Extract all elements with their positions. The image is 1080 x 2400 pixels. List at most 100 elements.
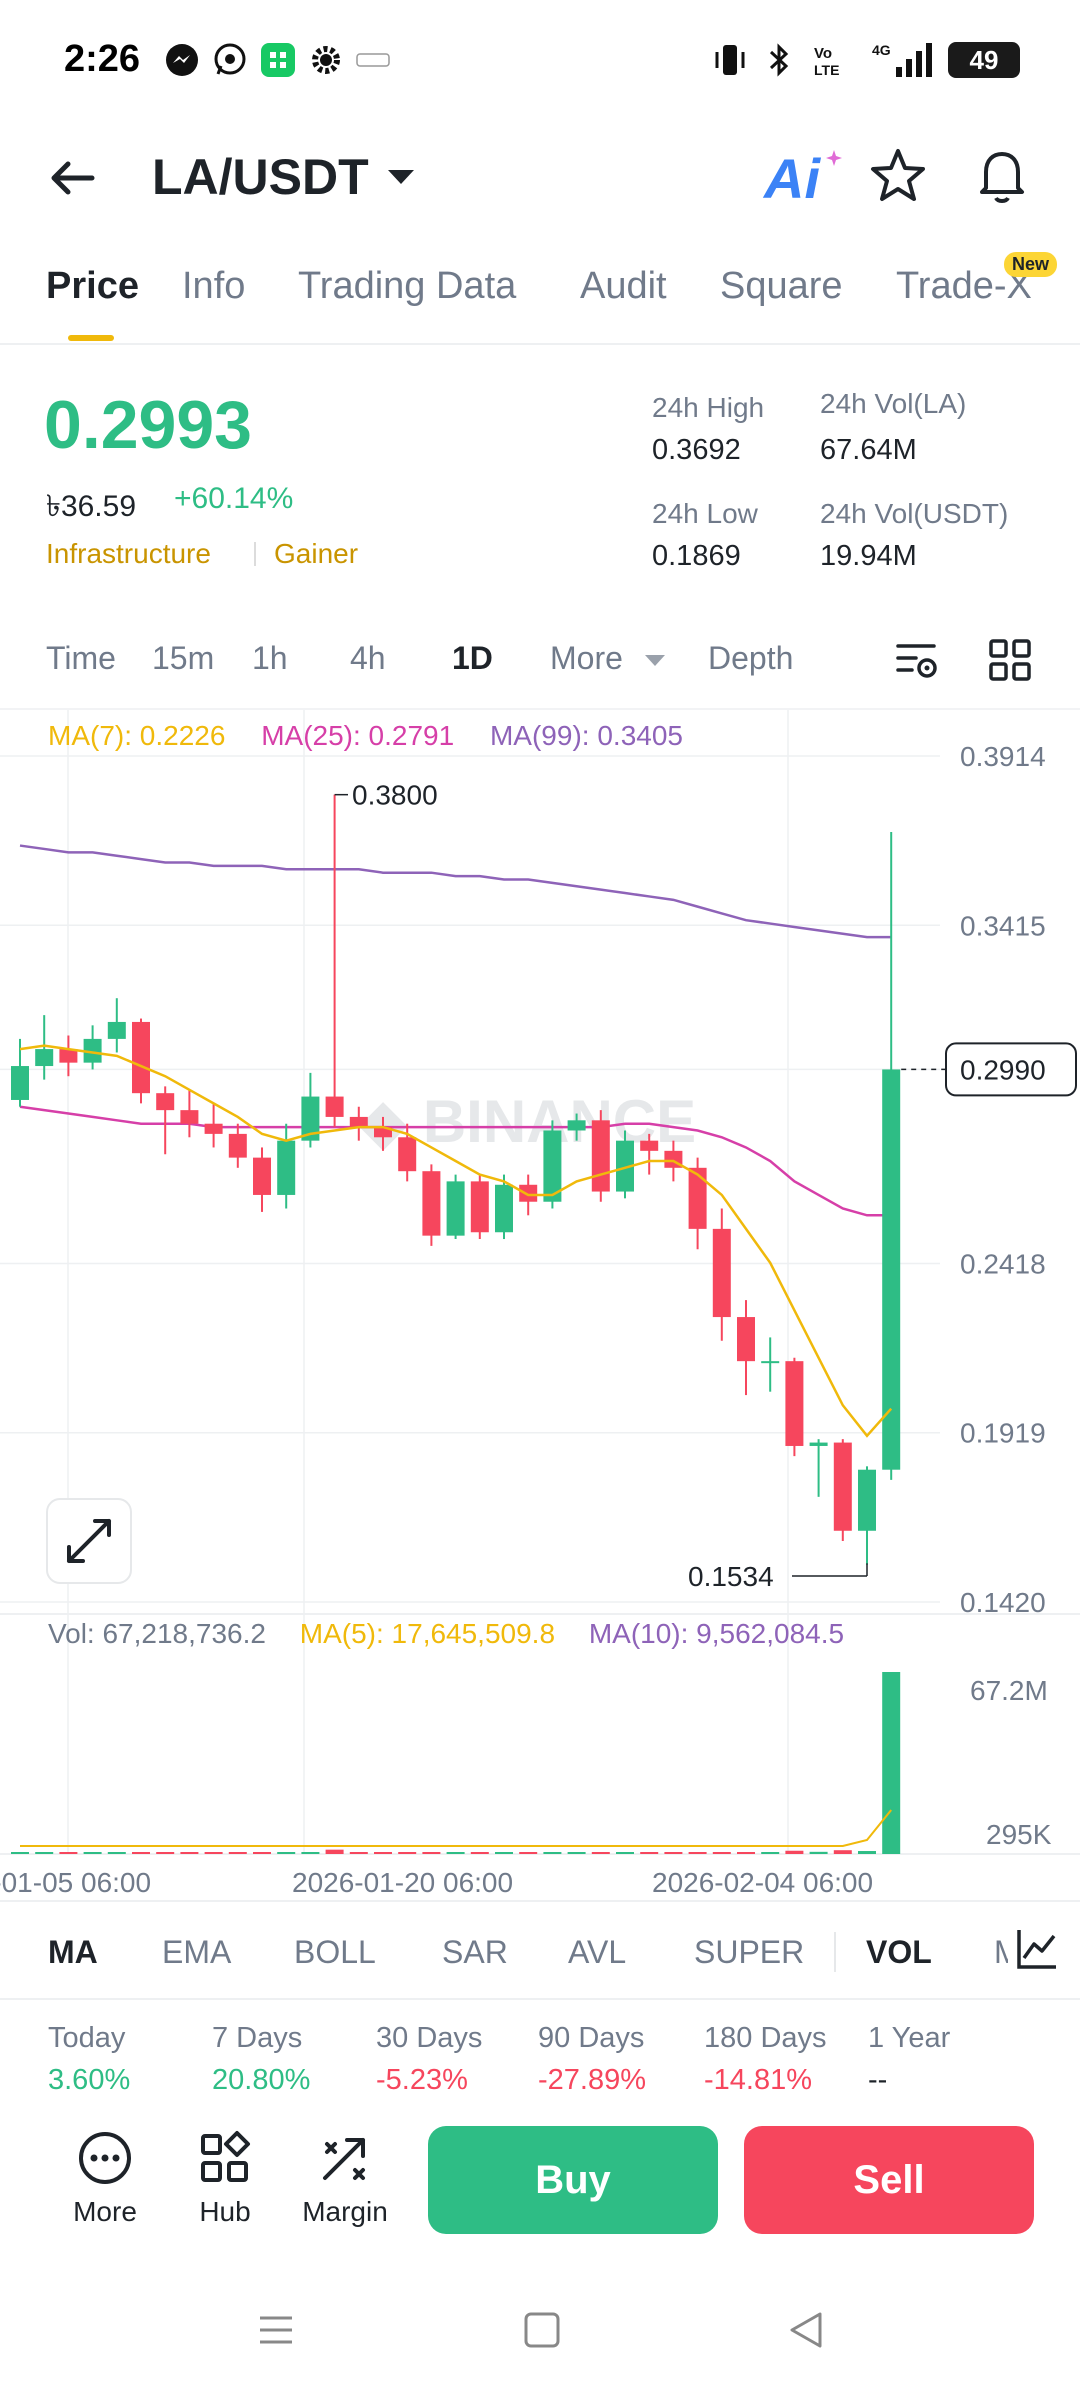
bell-icon[interactable] xyxy=(972,144,1032,213)
svg-text:LTE: LTE xyxy=(814,62,839,78)
recents-menu-icon[interactable] xyxy=(256,2310,296,2355)
chart-area[interactable]: ◆ BINANCE 0.3800 0.1534 0.2990 0.3914 0.3415 0… xyxy=(0,708,1080,1900)
volume-bar xyxy=(640,1852,659,1854)
candle-body xyxy=(107,1021,126,1039)
more-action-label[interactable]: More xyxy=(73,2196,137,2227)
interval-15m[interactable]: 15m xyxy=(152,640,215,676)
volume-bar xyxy=(132,1852,150,1854)
hub-action-label[interactable]: Hub xyxy=(199,2196,251,2227)
more-dropdown-icon xyxy=(644,654,666,673)
messenger-icon xyxy=(164,42,200,78)
expand-chart-button[interactable] xyxy=(46,1498,132,1584)
indicator-super[interactable]: SUPER xyxy=(694,1934,805,1970)
ma7-line xyxy=(19,1044,893,1438)
hub-action[interactable] xyxy=(170,2130,280,2191)
candle-body xyxy=(59,1049,78,1063)
last-price: 0.2993 xyxy=(44,387,252,463)
buy-button[interactable]: Buy xyxy=(428,2126,718,2234)
last-price-box xyxy=(945,1042,1077,1097)
candle-body xyxy=(349,1116,368,1128)
interval-1d[interactable]: 1D xyxy=(452,640,493,676)
volte-icon: Vo LTE xyxy=(812,42,852,78)
volume-bar xyxy=(107,1852,126,1854)
candle-body xyxy=(567,1120,586,1131)
ai-assistant-button[interactable]: Ai xyxy=(764,147,820,210)
volume-bar xyxy=(833,1850,852,1854)
signal-4g-icon: 4G xyxy=(866,42,936,78)
perf-label-today: Today xyxy=(48,2022,126,2054)
candle-body xyxy=(325,1096,344,1117)
back-nav-icon[interactable] xyxy=(786,2310,826,2355)
indicator-ma[interactable]: MA xyxy=(48,1934,98,1970)
interval-1h[interactable]: 1h xyxy=(252,640,288,676)
candle-body xyxy=(833,1442,852,1531)
volume-bar xyxy=(325,1849,344,1854)
vol-quote-value: 19.94M xyxy=(820,540,917,572)
candle-body xyxy=(35,1049,54,1067)
indicator-divider xyxy=(834,1932,836,1972)
price-change: +60.14% xyxy=(174,482,294,515)
indicator-vol[interactable]: VOL xyxy=(866,1934,932,1970)
interval-4h[interactable]: 4h xyxy=(350,640,386,676)
candle-body xyxy=(519,1184,538,1202)
volume-bar xyxy=(712,1852,731,1854)
expand-icon xyxy=(67,1519,111,1563)
candle-body xyxy=(446,1181,465,1236)
candlestick-chart[interactable]: ◆ BINANCE0.38000.15340.29900.39140.34150… xyxy=(0,710,1080,1902)
tab-audit[interactable]: Audit xyxy=(580,265,667,307)
indicator-more[interactable]: M xyxy=(994,1934,1008,1970)
margin-action[interactable] xyxy=(290,2130,400,2191)
volume-bar xyxy=(59,1852,78,1854)
grid-layout-icon[interactable] xyxy=(988,638,1032,687)
pair-title[interactable]: LA/USDT xyxy=(152,149,369,205)
tab-trading-data[interactable]: Trading Data xyxy=(298,265,517,307)
vol-quote-label: 24h Vol(USDT) xyxy=(820,498,1009,529)
indicator-avl[interactable]: AVL xyxy=(568,1934,627,1970)
favorite-star-icon[interactable] xyxy=(868,146,928,211)
svg-text:4G: 4G xyxy=(872,42,891,58)
volume-bar xyxy=(761,1852,780,1854)
price-axis-label: 0.3914 xyxy=(960,741,1046,772)
tab-square[interactable]: Square xyxy=(720,265,843,307)
low-annotation-label: 0.1534 xyxy=(688,1561,774,1592)
volume-bar xyxy=(495,1852,513,1854)
candle-body xyxy=(882,1069,901,1470)
margin-action-label[interactable]: Margin xyxy=(302,2196,388,2227)
volume-bar xyxy=(180,1852,199,1854)
pair-dropdown-icon[interactable] xyxy=(386,166,416,193)
indicator-settings-icon[interactable] xyxy=(1010,1926,1060,1977)
volume-bar xyxy=(228,1852,247,1854)
indicator-ema[interactable]: EMA xyxy=(162,1934,232,1970)
battery-icon: 49 xyxy=(948,42,1020,78)
indicator-sar[interactable]: SAR xyxy=(442,1934,508,1970)
interval-depth[interactable]: Depth xyxy=(708,640,794,676)
settings-icon xyxy=(308,42,344,78)
indicator-boll[interactable]: BOLL xyxy=(294,1934,376,1970)
perf-value-1y: -- xyxy=(868,2064,888,2096)
app-icon xyxy=(260,42,296,78)
tab-price[interactable]: Price xyxy=(46,265,139,307)
volume-bar xyxy=(35,1852,54,1854)
candle-body xyxy=(180,1110,199,1124)
price-axis-label: 0.2418 xyxy=(960,1248,1046,1279)
volume-bar xyxy=(277,1852,296,1854)
high-label: 24h High xyxy=(652,392,765,423)
more-action[interactable] xyxy=(50,2130,160,2191)
tag-gainer[interactable]: Gainer xyxy=(274,538,359,569)
candle-body xyxy=(616,1140,634,1192)
low-value: 0.1869 xyxy=(652,540,741,572)
volume-bar xyxy=(301,1852,320,1854)
ma99-line xyxy=(19,844,892,939)
new-badge: New xyxy=(1004,252,1058,277)
chart-settings-icon[interactable] xyxy=(894,638,940,689)
interval-time[interactable]: Time xyxy=(46,640,116,676)
vol-ma10: MA(10): 9,562,084.5 xyxy=(588,1618,845,1649)
home-icon[interactable] xyxy=(522,2310,562,2355)
candle-body xyxy=(156,1093,175,1111)
back-arrow-icon[interactable] xyxy=(44,148,104,208)
tab-info[interactable]: Info xyxy=(182,265,246,307)
sell-button[interactable]: Sell xyxy=(744,2126,1034,2234)
volume-bar xyxy=(591,1852,610,1854)
interval-more[interactable]: More xyxy=(550,640,623,676)
tag-infrastructure[interactable]: Infrastructure xyxy=(46,538,211,569)
